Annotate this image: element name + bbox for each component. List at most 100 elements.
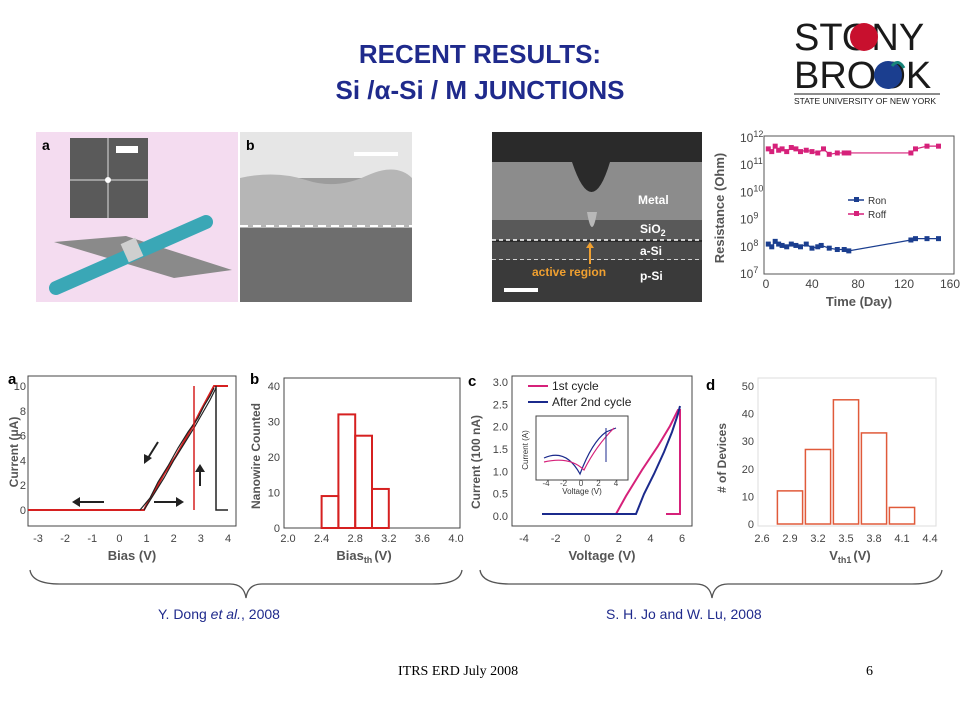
bias-iv-svg: a Current (μA) Bias (V) -3 -2 -1 0 1 2 3 4 0 2 4 6 8… bbox=[7, 371, 237, 563]
hb-x-tick: 4.0 bbox=[448, 533, 463, 545]
hb-xlabel: Biasth (V) bbox=[336, 548, 391, 565]
res-point-roff bbox=[924, 143, 930, 149]
vth-histogram-chart: d # of Devices Vth1 (V) 2.6 2.9 3.2 3.5 3.8 4.… bbox=[700, 366, 940, 566]
footer-text: ITRS ERD July 2008 bbox=[398, 664, 519, 679]
res-legend: Ron Roff bbox=[848, 196, 886, 221]
res-point-roff bbox=[908, 150, 914, 156]
res-point-roff bbox=[826, 151, 832, 157]
hv-ylabel: # of Devices bbox=[715, 423, 729, 493]
logo-teal-arc bbox=[890, 61, 906, 69]
v-y-tick: 3.0 bbox=[493, 377, 508, 389]
res-point-roff bbox=[841, 150, 847, 156]
hb-bar bbox=[354, 434, 373, 529]
hb-bar bbox=[371, 487, 390, 529]
res-point-ron bbox=[908, 237, 914, 243]
res-point-roff bbox=[765, 146, 771, 152]
cross-section-panel: Metal SiO2 a-Si p-Si active region bbox=[492, 132, 702, 302]
bias-y-tick: 6 bbox=[20, 431, 26, 443]
bias-histogram-chart: b Nanowire Counted Biasth (V) 2.0 2.4 2.8 3.… bbox=[244, 366, 466, 566]
nanowire-figure: a b bbox=[36, 132, 412, 302]
hb-x-tick: 3.6 bbox=[415, 533, 430, 545]
res-point-roff bbox=[815, 150, 821, 156]
v-y-tick: 2.0 bbox=[493, 422, 508, 434]
inset-ylabel: Current (A) bbox=[521, 430, 530, 470]
cross-section-image: Metal SiO2 a-Si p-Si active region bbox=[492, 132, 702, 302]
bias-y-tick: 0 bbox=[20, 505, 26, 517]
hb-y-tick: 30 bbox=[268, 417, 280, 429]
hv-bar bbox=[888, 506, 916, 525]
res-point-ron bbox=[809, 245, 815, 251]
v-inset: Current (A) Voltage (V) -4 -2 0 2 4 bbox=[521, 415, 629, 496]
label-active-region: active region bbox=[532, 265, 606, 279]
res-point-ron bbox=[913, 236, 918, 242]
bias-x-tick: 2 bbox=[171, 533, 177, 545]
v-x-tick: -4 bbox=[519, 533, 529, 545]
logo-blue-disc bbox=[874, 61, 902, 89]
res-y-tick: 109 bbox=[740, 211, 758, 227]
logo-graphic: STONY BROOK STATE UNIVERSITY OF NEW YORK bbox=[794, 17, 940, 106]
brace-right bbox=[479, 569, 943, 599]
res-point-ron bbox=[815, 244, 821, 250]
v-y-tick: 0.0 bbox=[493, 511, 508, 523]
hb-bar bbox=[337, 413, 357, 529]
hv-x-tick: 3.2 bbox=[810, 533, 825, 545]
hv-y-tick: 10 bbox=[742, 491, 754, 503]
inset-x-tick: -4 bbox=[542, 479, 550, 488]
res-point-ron bbox=[784, 244, 790, 250]
hv-bar bbox=[776, 490, 804, 525]
panel-label-b: b bbox=[246, 137, 255, 153]
inset-x-tick: 0 bbox=[579, 479, 584, 488]
v-legend: 1st cycle After 2nd cycle bbox=[528, 379, 632, 409]
resistance-time-svg: Resistance (Ohm) Time (Day) 0 40 80 120 160 … bbox=[712, 129, 960, 309]
bias-x-tick: 0 bbox=[116, 533, 122, 545]
label-metal: Metal bbox=[638, 193, 669, 207]
bias-curve-black-2 bbox=[143, 387, 217, 511]
label-sio2: SiO2 bbox=[640, 222, 666, 238]
res-y-tick: 1011 bbox=[740, 156, 763, 172]
bias-iv-chart: a Current (μA) Bias (V) -3 -2 -1 0 1 2 3 4 0 2 4 6 8… bbox=[4, 366, 240, 566]
res-point-ron bbox=[772, 238, 778, 244]
v-y-tick: 2.5 bbox=[493, 399, 508, 411]
hv-bar bbox=[804, 448, 832, 525]
hb-y-tick: 40 bbox=[268, 381, 280, 393]
hb-y-tick: 10 bbox=[268, 488, 280, 500]
logo-red-disc bbox=[850, 23, 878, 51]
v-xlabel: Voltage (V) bbox=[569, 548, 636, 563]
hb-x-tick: 2.0 bbox=[280, 533, 295, 545]
v-curve-2nd bbox=[542, 405, 681, 515]
res-point-roff bbox=[788, 145, 794, 151]
stony-brook-logo: STONY BROOK STATE UNIVERSITY OF NEW YORK bbox=[792, 14, 942, 106]
hv-xlabel: Vth1 (V) bbox=[829, 548, 871, 565]
title-line-2: Si /α-Si / M JUNCTIONS bbox=[335, 75, 625, 105]
res-point-ron bbox=[765, 241, 771, 247]
res-x-tick: 120 bbox=[894, 277, 914, 291]
bias-y-tick: 4 bbox=[20, 455, 26, 467]
res-point-roff bbox=[784, 149, 790, 155]
hv-bar bbox=[860, 432, 888, 525]
res-point-ron bbox=[834, 247, 840, 253]
resistance-time-chart: Resistance (Ohm) Time (Day) 0 40 80 120 160 … bbox=[706, 126, 960, 310]
hv-y-tick: 20 bbox=[742, 464, 754, 476]
v-y-tick: 0.5 bbox=[493, 489, 508, 501]
bias-panel-label: a bbox=[8, 371, 17, 388]
hb-x-tick: 2.4 bbox=[314, 533, 329, 545]
v-x-tick: 2 bbox=[616, 533, 622, 545]
bias-y-tick: 8 bbox=[20, 406, 26, 418]
res-y-tick: 108 bbox=[740, 238, 758, 254]
res-point-roff bbox=[913, 146, 918, 152]
res-point-roff bbox=[793, 146, 799, 152]
legend-ron: Ron bbox=[868, 196, 886, 207]
logo-subtitle: STATE UNIVERSITY OF NEW YORK bbox=[794, 96, 936, 106]
hv-y-tick: 40 bbox=[742, 409, 754, 421]
bias-ylabel: Current (μA) bbox=[7, 417, 21, 488]
v-panel-label: c bbox=[468, 373, 476, 390]
res-point-roff bbox=[769, 149, 775, 155]
bias-curve-black-1 bbox=[139, 387, 215, 511]
res-point-ron bbox=[769, 244, 775, 250]
bias-curves bbox=[28, 385, 228, 511]
title-line-1: RECENT RESULTS: bbox=[358, 39, 602, 69]
panel-label-a: a bbox=[42, 137, 50, 153]
v-ylabel: Current (100 nA) bbox=[469, 415, 483, 509]
res-point-roff bbox=[809, 149, 815, 155]
